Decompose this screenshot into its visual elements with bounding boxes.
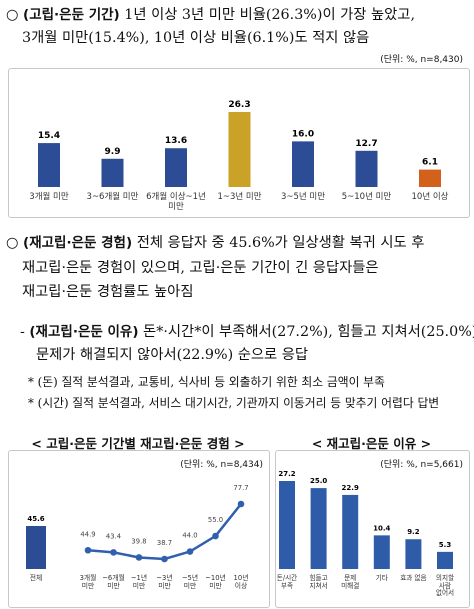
plot: 45.6 44.9 43.4 39.8 38.7 44.0 55.0 77.7 [26, 484, 249, 569]
bar [38, 143, 60, 187]
category-label: 전체 [29, 574, 43, 582]
bullet: ○ [6, 7, 19, 23]
unit-label: (단위: %, n=5,661) [380, 460, 463, 470]
category-label: 문제 미해결 [341, 574, 360, 590]
text: 재고립·은둔 경험률도 높아짐 [22, 284, 194, 300]
plot: 15.4 9.9 13.6 26.3 16.0 12.7 6.1 [38, 100, 441, 187]
text: 전체 응답자 중 45.6%가 일상생활 복귀 시도 후 [136, 235, 425, 251]
point [84, 546, 92, 554]
bar [165, 148, 187, 187]
category-label: 3개월 미만 [79, 574, 97, 590]
value-label: 38.7 [157, 539, 172, 547]
text: 1년 이상 3년 미만 비율(26.3%)이 가장 높았고, [124, 7, 416, 23]
note: * (돈) 질적 분석결과, 교통비, 식사비 등 외출하기 위한 최소 금액이… [28, 375, 385, 389]
point [186, 548, 194, 555]
text-line: 문제가 해결되지 않아서(22.9%) 순으로 응답 [36, 343, 308, 364]
chart-title: < 재고립·은둔 이유 > [311, 436, 432, 451]
point [135, 554, 143, 561]
category-label: 돈/시간 부족 [276, 574, 298, 590]
category-label: 기타 [375, 574, 388, 582]
category-label: 5~10년 미만 [341, 192, 392, 202]
bar [292, 141, 314, 187]
category-label: ~6개월 미만 [102, 574, 125, 590]
value-label: 6.1 [422, 158, 438, 168]
category-label: 3~5년 미만 [280, 192, 326, 202]
bar [342, 494, 359, 569]
bar [101, 158, 124, 187]
bar [26, 526, 46, 569]
category-label: 10년 이상 [411, 192, 449, 202]
bar [310, 488, 327, 569]
category-label: 10년 이상 [233, 574, 249, 590]
text-line: 3개월 미만(15.4%), 10년 이상 비율(6.1%)도 적지 않음 [22, 26, 369, 47]
unit-label: (단위: %, n=8,430) [380, 55, 463, 65]
text-line: 재고립·은둔 경험률도 높아짐 [22, 280, 193, 301]
category-label: 6개월 이상~1년 미만 [146, 192, 206, 212]
value-label: 16.0 [292, 129, 314, 139]
value-label: 44.0 [182, 532, 197, 540]
category-label: 의지할 사람 없어서 [435, 574, 455, 598]
text-line: ○ (고립·은둔 기간) 1년 이상 3년 미만 비율(26.3%)이 가장 높… [6, 3, 415, 24]
value-label: 43.4 [106, 532, 121, 540]
category-label: 힘들고 지쳐서 [309, 574, 328, 590]
point [212, 532, 219, 540]
lead: (재고립·은둔 경험) [23, 235, 133, 251]
value-label: 26.3 [228, 100, 250, 110]
value-label: 77.7 [233, 484, 248, 492]
lead: (재고립·은둔 이유) [29, 324, 139, 340]
bar [419, 169, 441, 187]
note: * (시간) 질적 분석결과, 서비스 대기시간, 기관까지 이동거리 등 맞추… [28, 396, 440, 410]
category-label: 3개월 미만 [29, 192, 69, 202]
value-label: 55.0 [208, 516, 223, 524]
category-label: 효과 없음 [400, 574, 427, 582]
value-label: 12.7 [355, 139, 377, 149]
plot: 27.2 25.0 22.9 10.4 9.2 5.3 [278, 470, 453, 569]
value-label: 44.9 [80, 530, 95, 538]
value-label: 15.4 [38, 131, 60, 141]
bar [228, 112, 251, 187]
category-label: ~5년 미만 [181, 574, 199, 590]
chart: (단위: %, n=8,434) 45.6 44.9 43.4 39.8 38.7 44.0… [8, 450, 270, 608]
bar [405, 539, 422, 569]
chart: (단위: %, n=5,661) 27.2 25.0 22.9 10.4 9.2 5.3 돈/… [275, 450, 470, 608]
value-label: 10.4 [373, 524, 390, 532]
bar [373, 535, 390, 569]
value-label: 25.0 [310, 477, 327, 485]
value-label: 39.8 [131, 537, 146, 545]
bar [279, 481, 295, 569]
category-label: ~3년 미만 [156, 574, 173, 590]
value-label: 9.2 [407, 528, 420, 536]
bullet: ○ [6, 235, 19, 251]
text: 3개월 미만(15.4%), 10년 이상 비율(6.1%)도 적지 않음 [22, 30, 370, 46]
category-label: 3~6개월 미만 [86, 192, 139, 202]
category-label: ~10년 미만 [205, 574, 226, 590]
category-label: ~1년 미만 [130, 574, 148, 590]
bullet: - [20, 324, 25, 340]
text-line: 재고립·은둔 경험이 있으며, 고립·은둔 기간이 긴 응답자들은 [22, 256, 379, 277]
value-label: 5.3 [439, 541, 452, 549]
unit-label: (단위: %, n=8,434) [180, 460, 263, 470]
chart-title: < 고립·은둔 기간별 재고립·은둔 경험 > [31, 436, 245, 451]
value-label: 45.6 [27, 515, 44, 523]
value-label: 27.2 [278, 470, 295, 478]
text: 문제가 해결되지 않아서(22.9%) 순으로 응답 [36, 346, 309, 363]
text-line: - (재고립·은둔 이유) 돈*·시간*이 부족해서(27.2%), 힘들고 지… [20, 320, 474, 341]
value-label: 13.6 [165, 136, 187, 146]
bar [437, 551, 453, 569]
chart: (단위: %, n=8,430) 15.4 9.9 13.6 26.3 16.0 12.7 6… [8, 55, 470, 218]
text-line: ○ (재고립·은둔 경험) 전체 응답자 중 45.6%가 일상생활 복귀 시도… [6, 231, 424, 252]
category-label: 1~3년 미만 [217, 192, 262, 202]
point [237, 500, 245, 508]
value-label: 9.9 [105, 147, 121, 157]
text: 돈*·시간*이 부족해서(27.2%), 힘들고 지쳐서(25.0%), [143, 324, 474, 340]
point [110, 549, 117, 556]
value-label: 22.9 [342, 484, 359, 492]
lead: (고립·은둔 기간) [23, 7, 120, 23]
point [161, 555, 168, 563]
text: 재고립·은둔 경험이 있으며, 고립·은둔 기간이 긴 응답자들은 [22, 259, 379, 276]
bar [355, 150, 378, 187]
